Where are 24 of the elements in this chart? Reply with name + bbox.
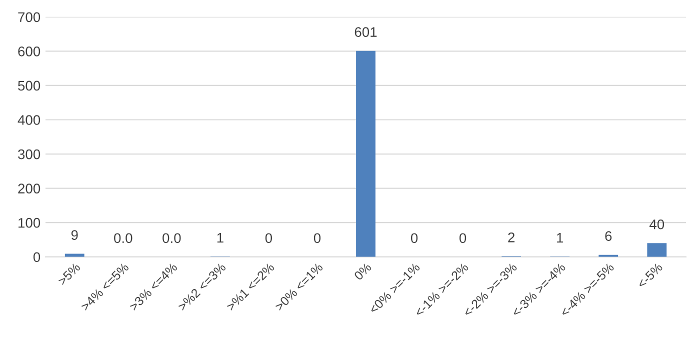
data-label: 2 bbox=[508, 232, 514, 242]
y-tick-label: 0 bbox=[33, 252, 40, 262]
data-label: 1 bbox=[557, 232, 564, 243]
data-label: 0 bbox=[459, 233, 466, 244]
data-label: 6 bbox=[605, 231, 612, 241]
data-label: 0.0 bbox=[114, 233, 132, 244]
data-label: 0 bbox=[410, 233, 418, 244]
bar bbox=[647, 243, 667, 257]
x-tick-label: 0% bbox=[354, 262, 372, 281]
data-label: 601 bbox=[354, 27, 377, 37]
y-tick-label: 300 bbox=[18, 149, 40, 160]
bar bbox=[356, 50, 376, 257]
y-tick-label: 400 bbox=[18, 115, 40, 125]
data-label: 1 bbox=[217, 232, 224, 243]
y-tick-label: 500 bbox=[18, 80, 40, 91]
data-label: 40 bbox=[649, 219, 664, 230]
y-tick-label: 200 bbox=[18, 184, 40, 194]
data-label: 0 bbox=[265, 233, 272, 244]
data-label: 0 bbox=[314, 233, 321, 244]
y-tick-label: 700 bbox=[18, 12, 40, 22]
data-label: 0.0 bbox=[162, 233, 181, 244]
data-label: 9 bbox=[71, 230, 78, 240]
y-tick-label: 600 bbox=[18, 46, 40, 56]
y-tick-label: 100 bbox=[18, 218, 40, 228]
